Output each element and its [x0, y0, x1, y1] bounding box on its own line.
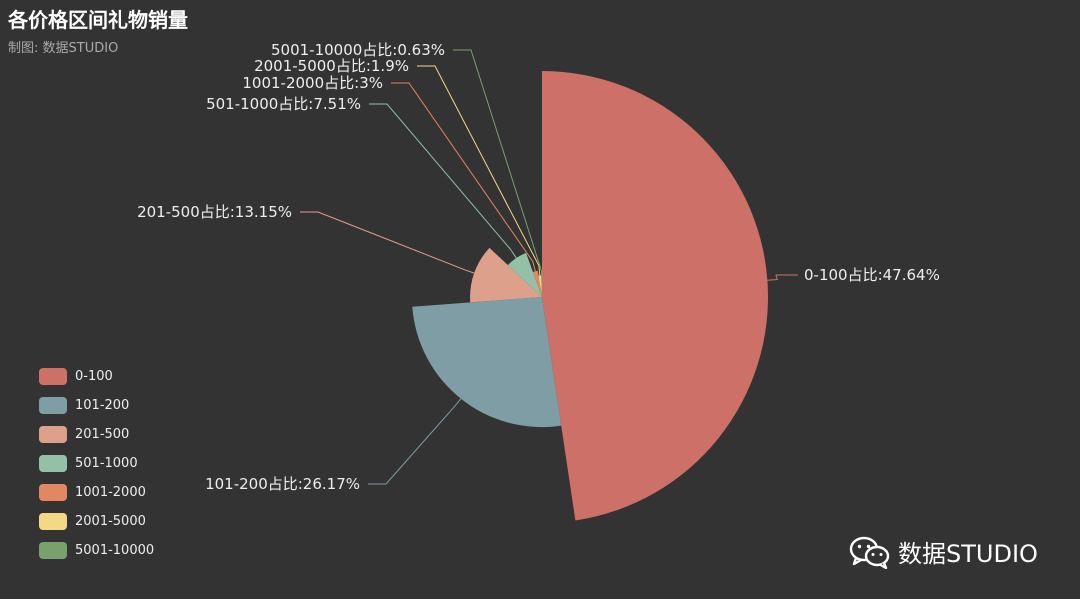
data-label-101-200: 101-200占比:26.17% [205, 475, 360, 493]
legend-item-201-500[interactable]: 201-500 [39, 420, 154, 449]
pie-slice-2001-5000[interactable] [538, 275, 542, 297]
data-label-0-100: 0-100占比:47.64% [804, 266, 940, 284]
legend: 0-100 101-200 201-500 501-1000 1001-2000… [39, 362, 154, 565]
legend-label: 5001-10000 [75, 543, 155, 558]
watermark: 数据STUDIO [848, 534, 1038, 569]
label-line-5001-10000 [453, 49, 543, 282]
legend-item-0-100[interactable]: 0-100 [39, 362, 154, 391]
pie-slice-5001-10000[interactable] [541, 281, 542, 297]
data-label-501-1000: 501-1000占比:7.51% [206, 95, 361, 113]
label-line-0-100 [767, 274, 798, 281]
label-line-501-1000 [369, 103, 517, 259]
legend-swatch [39, 455, 67, 472]
legend-item-2001-5000[interactable]: 2001-5000 [39, 507, 154, 536]
legend-swatch [39, 368, 67, 385]
data-label-5001-10000: 5001-10000占比:0.63% [271, 41, 445, 59]
data-label-1001-2000: 1001-2000占比:3% [242, 74, 383, 92]
legend-item-501-1000[interactable]: 501-1000 [39, 449, 154, 478]
label-line-101-200 [368, 398, 462, 485]
label-line-1001-2000 [391, 82, 536, 272]
legend-swatch [39, 397, 67, 414]
label-line-201-500 [300, 211, 475, 274]
wechat-icon [849, 536, 890, 569]
legend-label: 501-1000 [75, 456, 138, 471]
pie-slice-1001-2000[interactable] [532, 270, 542, 297]
watermark-text: 数据STUDIO [898, 540, 1038, 568]
pie-slice-0-100[interactable] [542, 71, 769, 521]
data-label-201-500: 201-500占比:13.15% [137, 203, 292, 221]
legend-swatch [39, 513, 67, 530]
pie-slice-101-200[interactable] [412, 297, 562, 428]
chart-title: 各价格区间礼物销量 [8, 8, 188, 32]
legend-swatch [39, 484, 67, 501]
legend-swatch [39, 542, 67, 559]
pie-slice-201-500[interactable] [470, 247, 542, 303]
legend-label: 201-500 [75, 427, 130, 442]
chart-subtitle: 制图: 数据STUDIO [8, 41, 119, 56]
legend-label: 101-200 [75, 398, 130, 413]
legend-item-1001-2000[interactable]: 1001-2000 [39, 478, 154, 507]
pie-slice-501-1000[interactable] [507, 253, 542, 297]
legend-label: 0-100 [75, 369, 113, 384]
legend-label: 2001-5000 [75, 514, 146, 529]
legend-label: 1001-2000 [75, 485, 146, 500]
legend-swatch [39, 426, 67, 443]
legend-item-5001-10000[interactable]: 5001-10000 [39, 536, 154, 565]
legend-item-101-200[interactable]: 101-200 [39, 391, 154, 420]
data-label-2001-5000: 2001-5000占比:1.9% [254, 57, 409, 75]
label-line-2001-5000 [417, 65, 541, 276]
